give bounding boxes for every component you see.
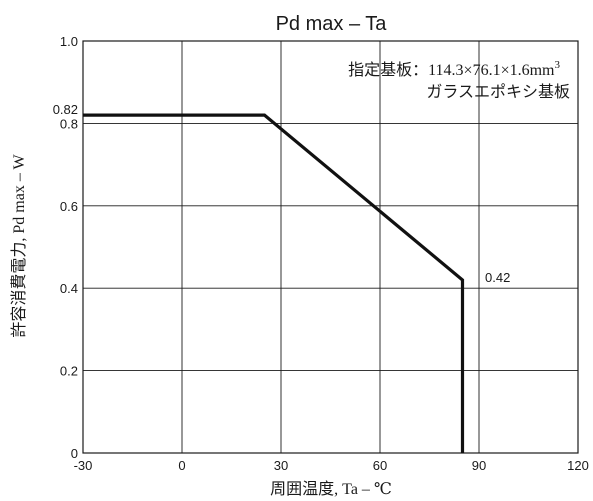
y-tick-label: 0.4 (60, 281, 78, 296)
x-tick-label: 60 (373, 458, 387, 473)
x-tick-label: 0 (178, 458, 185, 473)
plot-frame (82, 40, 579, 454)
board-note-line2: ガラスエポキシ基板 (426, 83, 570, 101)
x-tick-label: 90 (472, 458, 486, 473)
x-axis-label: 周囲温度, Ta – ℃ (270, 480, 392, 498)
y-tick-label: 0 (71, 446, 78, 461)
chart-title: Pd max – Ta (276, 13, 388, 35)
series-layer (83, 113, 465, 453)
y-tick-label-extra: 0.82 (53, 102, 78, 117)
x-tick-label: 120 (567, 458, 589, 473)
x-tick-label: 30 (274, 458, 288, 473)
point-label-042: 0.42 (485, 270, 510, 285)
y-tick-label: 0.2 (60, 364, 78, 379)
board-note-line1-text: 指定基板：114.3×76.1×1.6mm (348, 61, 555, 79)
derating-curve (83, 113, 465, 453)
x-tick-label: -30 (74, 458, 93, 473)
y-tick-label: 1.0 (60, 34, 78, 49)
y-axis-label: 許容消費電力, Pd max – W (10, 153, 28, 337)
y-tick-label: 0.8 (60, 116, 78, 131)
board-note-line1-superscript: 3 (555, 59, 561, 71)
board-note: 指定基板：114.3×76.1×1.6mm3 ガラスエポキシ基板 (348, 59, 570, 101)
grid-lines (83, 41, 578, 453)
board-note-line1: 指定基板：114.3×76.1×1.6mm3 (348, 59, 560, 79)
y-tick-label: 0.6 (60, 199, 78, 214)
